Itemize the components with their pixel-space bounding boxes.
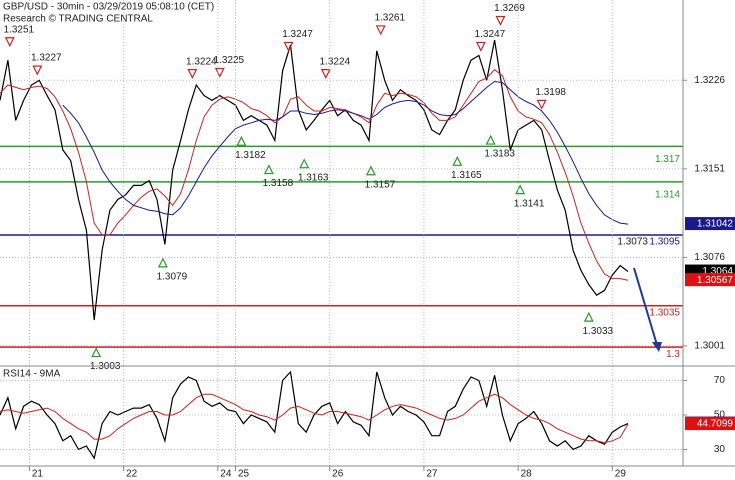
low-marker xyxy=(91,347,102,358)
high-label: 1.3224 xyxy=(186,56,217,67)
low-marker xyxy=(485,134,496,145)
value-box-label: 44.7099 xyxy=(697,419,734,430)
x-tick-label: 29 xyxy=(615,469,627,480)
high-marker xyxy=(375,25,386,36)
y-tick-label: 1.3076 xyxy=(694,252,725,263)
level-label: 1.317 xyxy=(655,154,680,165)
high-label: 1.3269 xyxy=(494,3,525,14)
level-label: 1.314 xyxy=(655,189,680,200)
value-box xyxy=(685,273,735,287)
low-label: 1.3163 xyxy=(298,172,329,183)
low-label: 1.3003 xyxy=(90,361,121,372)
low-marker xyxy=(365,165,376,176)
arrow-head xyxy=(652,342,662,352)
series-line xyxy=(0,39,629,321)
low-label: 1.3157 xyxy=(365,179,396,190)
series-line xyxy=(0,393,629,444)
value-box xyxy=(685,417,735,431)
high-label: 1.3247 xyxy=(282,29,313,40)
x-tick-label: 28 xyxy=(521,469,533,480)
chart-title: GBP/USD - 30min - 03/29/2019 05:08:10 (C… xyxy=(3,2,214,13)
level-label: 1.3 xyxy=(666,349,680,360)
y-tick-label: 1.3001 xyxy=(694,341,725,352)
series-line xyxy=(62,80,629,225)
low-marker xyxy=(583,311,594,322)
low-label: 1.3183 xyxy=(484,149,515,160)
low-marker xyxy=(299,158,310,169)
y-tick-label: 50 xyxy=(714,410,726,421)
high-marker xyxy=(32,65,43,76)
y-tick-label: 70 xyxy=(714,375,726,386)
value-box xyxy=(685,217,735,231)
x-tick-label: 26 xyxy=(332,469,344,480)
y-tick-label: 1.3151 xyxy=(694,163,725,174)
high-marker xyxy=(536,99,547,110)
series-line xyxy=(0,370,629,460)
level-label: 1.3035 xyxy=(649,307,680,318)
x-tick-label: 27 xyxy=(426,469,438,480)
high-label: 1.3227 xyxy=(31,53,62,64)
value-box-label: 1.3064 xyxy=(702,266,733,277)
level-label: 1.3095 xyxy=(649,237,680,248)
low-label: 1.3158 xyxy=(263,178,294,189)
series-line xyxy=(0,69,629,281)
high-label: 1.3261 xyxy=(374,13,405,24)
high-label: 1.3247 xyxy=(475,29,506,40)
value-box-label: 1.31042 xyxy=(697,219,734,230)
high-label: 1.3198 xyxy=(535,87,566,98)
high-marker xyxy=(320,69,331,79)
high-marker xyxy=(475,41,486,52)
y-tick-label: 1.3226 xyxy=(694,75,725,86)
high-marker xyxy=(283,41,294,52)
high-marker xyxy=(495,15,506,26)
x-tick-label: 24 xyxy=(220,469,232,480)
low-label: 1.3079 xyxy=(157,271,188,282)
panel-title: RSI14 - 9MA xyxy=(3,369,61,380)
x-tick-label: 22 xyxy=(126,469,138,480)
high-label: 1.3225 xyxy=(214,55,245,66)
high-marker xyxy=(187,69,198,79)
high-label: 1.3251 xyxy=(4,24,35,35)
low-marker xyxy=(236,135,247,146)
low-label: 1.3033 xyxy=(582,326,613,337)
low-label: 1.3141 xyxy=(514,198,545,209)
low-label: 1.3182 xyxy=(235,150,266,161)
low-marker xyxy=(157,257,168,268)
level-note: 1.3073 xyxy=(617,237,648,248)
low-label: 1.3165 xyxy=(451,170,482,181)
high-marker xyxy=(4,37,15,48)
x-tick-label: 25 xyxy=(238,469,250,480)
chart-subtitle: Research © TRADING CENTRAL xyxy=(3,14,153,25)
y-tick-label: 30 xyxy=(714,444,726,455)
forecast-arrow xyxy=(633,267,658,346)
low-marker xyxy=(452,155,463,166)
value-box-label: 1.30567 xyxy=(697,275,734,286)
low-marker xyxy=(263,164,274,175)
x-tick-label: 21 xyxy=(32,469,44,480)
high-label: 1.3224 xyxy=(320,56,351,67)
